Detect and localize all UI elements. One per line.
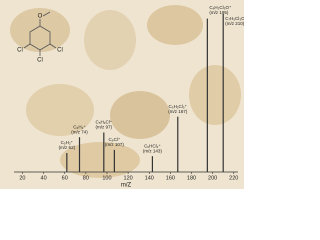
bond	[49, 43, 57, 49]
atom-label: O	[38, 14, 43, 20]
x-tick-label: 120	[124, 175, 133, 181]
cork	[147, 5, 203, 45]
peak-label: (m/z 143)	[143, 148, 163, 153]
x-tick-label: 40	[41, 175, 47, 181]
cork	[110, 91, 170, 139]
peak-label: (m/z 74)	[71, 129, 88, 134]
peak-label: (m/z 62)	[59, 145, 76, 150]
cork	[10, 8, 70, 52]
cork	[84, 10, 136, 70]
bond	[23, 43, 31, 49]
x-tick-label: 80	[83, 175, 89, 181]
peak-label: C₅H₂Cl₃⁺	[169, 104, 188, 109]
peak-label: (m/z 107)	[105, 142, 125, 147]
bond	[42, 11, 51, 17]
peak-label: C₅H₂Cl⁺	[95, 120, 112, 125]
atom-label: Cl	[57, 48, 63, 54]
peak-label: C₆HCl₂⁺	[144, 143, 161, 148]
peak-label: C₆H₂Cl₃O⁺	[209, 5, 232, 10]
x-tick-label: 60	[62, 175, 68, 181]
x-tick-label: 100	[102, 175, 111, 181]
peak-label: (m/z 210)	[225, 21, 244, 26]
peak-label: (m/z 195)	[209, 10, 229, 15]
x-tick-label: 180	[187, 175, 196, 181]
x-tick-label: 200	[208, 175, 217, 181]
x-axis-label: m/Z	[121, 183, 132, 189]
cork	[26, 84, 94, 136]
peak-label: C₅H₂⁺	[61, 140, 74, 145]
atom-label: Cl	[17, 48, 23, 54]
x-tick-label: 20	[19, 175, 25, 181]
x-tick-label: 140	[145, 175, 154, 181]
peak-label: C₇H₅Cl₃O⁺	[225, 16, 244, 21]
chart: O Cl Cl Cl m/Z 20 40 60 80 100 120 140 160 180 20…	[0, 0, 244, 189]
cork	[189, 65, 241, 125]
peak-label: C₆H₂⁺	[73, 124, 86, 129]
peak-label: (m/z 167)	[168, 109, 188, 114]
peak-label: C₆Cl⁺	[109, 137, 121, 142]
peak-label: (m/z 97)	[96, 125, 113, 130]
x-tick-label: 220	[229, 175, 238, 181]
atom-label: Cl	[37, 58, 43, 64]
x-tick-label: 160	[166, 175, 175, 181]
molecule	[23, 11, 57, 56]
